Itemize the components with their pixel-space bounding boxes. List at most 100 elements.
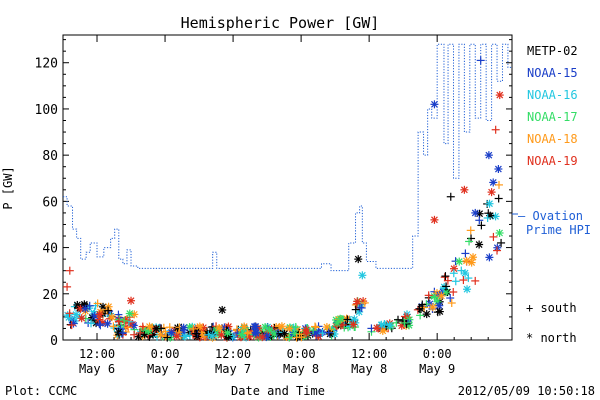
north-marker [121, 316, 130, 325]
south-marker [351, 305, 360, 314]
north-marker [422, 310, 431, 319]
south-marker [96, 321, 105, 330]
south-marker [309, 326, 318, 335]
south-marker [493, 246, 502, 255]
marker-stroke [349, 321, 357, 328]
south-marker [63, 282, 72, 291]
north-marker [435, 301, 444, 310]
south-marker [65, 266, 74, 275]
north-marker [485, 199, 494, 208]
marker-stroke [208, 332, 216, 340]
marker-stroke [463, 285, 471, 293]
south-marker [471, 276, 480, 285]
marker-stroke [343, 315, 350, 323]
south-marker [464, 274, 473, 283]
north-marker [251, 328, 260, 337]
south-marker [418, 300, 427, 309]
north-marker [195, 322, 204, 331]
north-marker [208, 332, 217, 341]
y-tick-label: 120 [35, 57, 58, 72]
marker-stroke [460, 186, 468, 194]
marker-stroke [238, 331, 245, 339]
marker-stroke [220, 324, 228, 331]
marker-stroke [431, 216, 438, 224]
marker-stroke [285, 325, 293, 333]
north-marker [484, 151, 493, 160]
y-tick-label: 80 [42, 149, 58, 164]
marker-stroke [115, 328, 123, 336]
legend-entry: NOAA-19 [527, 154, 578, 168]
south-marker [494, 180, 503, 189]
marker-stroke [461, 269, 469, 277]
marker-stroke [215, 324, 223, 332]
north-marker [435, 307, 444, 316]
north-marker [72, 310, 81, 319]
marker-stroke [95, 316, 103, 324]
x-tick-date-label: May 7 [215, 362, 251, 376]
north-marker [430, 100, 439, 109]
marker-stroke [373, 324, 381, 332]
south-marker [352, 299, 361, 308]
north-marker [114, 328, 123, 337]
north-marker [358, 271, 367, 280]
south-marker [285, 333, 294, 342]
marker-stroke [199, 324, 207, 332]
north-marker [215, 323, 224, 332]
north-marker [372, 323, 381, 332]
north-marker [250, 322, 259, 331]
north-marker [179, 323, 188, 332]
marker-stroke [494, 165, 502, 173]
north-marker [428, 303, 437, 312]
north-marker [181, 332, 190, 341]
marker-stroke [167, 329, 175, 336]
marker-stroke [386, 321, 394, 329]
marker-stroke [435, 302, 443, 310]
y-tick-label: 100 [35, 103, 58, 118]
footer-plot-source: Plot: CCMC [5, 384, 77, 398]
south-marker [424, 291, 433, 300]
north-marker [326, 329, 335, 338]
y-tick-label: 60 [42, 195, 58, 210]
ovation-label-line1: — Ovation [518, 209, 583, 223]
marker-stroke [496, 91, 504, 99]
marker-stroke [92, 319, 100, 327]
south-marker [67, 321, 76, 330]
south-marker [477, 221, 486, 230]
marker-stroke [252, 328, 260, 336]
chart-title: Hemispheric Power [GW] [181, 14, 380, 32]
marker-stroke [281, 330, 288, 338]
x-tick-time-label: 0:00 [287, 347, 316, 361]
y-axis-label: P [GW] [1, 166, 15, 209]
south-marker [459, 276, 468, 285]
marker-stroke [326, 330, 334, 338]
marker-stroke [336, 315, 344, 323]
marker-stroke [224, 329, 231, 337]
marker-stroke [217, 331, 225, 339]
marker-stroke [423, 310, 431, 318]
north-marker [467, 258, 476, 267]
south-marker [449, 288, 458, 297]
marker-stroke [429, 303, 437, 311]
marker-stroke [173, 332, 181, 340]
x-tick-date-label: May 8 [351, 362, 387, 376]
south-marker [102, 306, 111, 315]
marker-stroke [96, 310, 104, 318]
south-marker [109, 322, 118, 331]
north-marker [290, 329, 299, 338]
north-marker [494, 165, 503, 174]
legend-entry: NOAA-17 [527, 110, 578, 124]
north-marker [172, 332, 181, 341]
north-marker [322, 323, 331, 332]
x-tick-date-label: May 9 [419, 362, 455, 376]
marker-stroke [323, 323, 331, 331]
footer-timestamp: 2012/05/09 10:50:18 [458, 384, 595, 398]
south-marker [446, 192, 455, 201]
marker-stroke [263, 333, 271, 340]
marker-stroke [436, 308, 444, 316]
south-marker [343, 315, 352, 324]
y-tick-label: 40 [42, 242, 58, 257]
south-marker [324, 328, 333, 337]
marker-stroke [475, 241, 483, 248]
north-marker [463, 285, 472, 294]
